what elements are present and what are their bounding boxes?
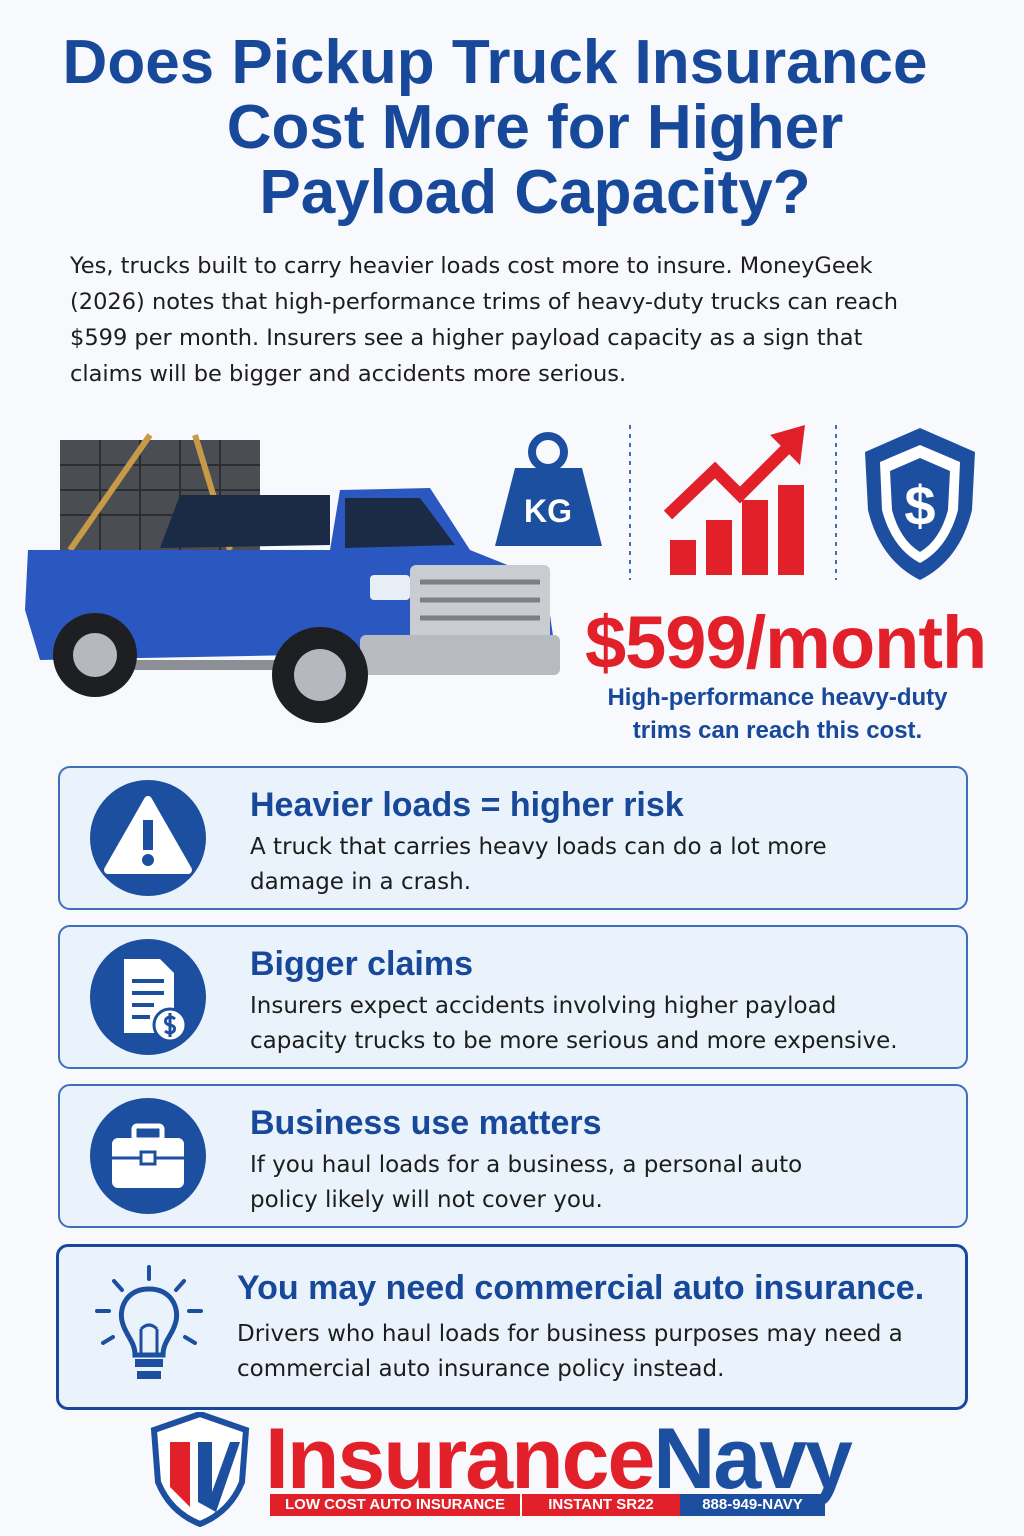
card: Bigger claims Insurers expect accidents … bbox=[58, 925, 968, 1069]
warning-icon bbox=[90, 780, 206, 896]
title-line: Does Pickup Truck Insurance bbox=[62, 28, 928, 97]
card: Business use matters If you haul loads f… bbox=[58, 1084, 968, 1228]
tagline: INSTANT SR22 bbox=[522, 1494, 680, 1516]
price-note: High-performance heavy-duty bbox=[607, 684, 948, 711]
weight-icon bbox=[495, 432, 602, 546]
title-line: Cost More for Higher bbox=[226, 93, 844, 162]
title-line: Payload Capacity? bbox=[259, 158, 811, 227]
price: $599/month bbox=[585, 601, 987, 684]
card-body: Drivers who haul loads for business purp… bbox=[237, 1321, 903, 1382]
card-body: Insurers expect accidents involving high… bbox=[250, 993, 898, 1054]
hero-graphics: KG $ bbox=[25, 425, 975, 723]
brand: InsuranceNavy bbox=[265, 1410, 853, 1509]
tagline-separator bbox=[520, 1497, 522, 1513]
card-body: A truck that carries heavy loads can do … bbox=[250, 834, 827, 895]
claims-icon bbox=[90, 939, 206, 1055]
growth-icon bbox=[663, 425, 805, 575]
tagline: LOW COST AUTO INSURANCE bbox=[270, 1494, 520, 1516]
shield-symbol: $ bbox=[904, 474, 935, 537]
card-title: Bigger claims bbox=[250, 945, 473, 983]
price-note: trims can reach this cost. bbox=[632, 717, 923, 744]
truck bbox=[25, 488, 560, 723]
bulb-icon bbox=[95, 1265, 203, 1379]
briefcase-icon bbox=[90, 1098, 206, 1214]
card-title: Heavier loads = higher risk bbox=[250, 786, 684, 824]
weight-label: KG bbox=[524, 493, 572, 529]
brand-first: Insurance bbox=[265, 1411, 655, 1507]
brand-second: Navy bbox=[653, 1411, 853, 1507]
card-body: If you haul loads for a business, a pers… bbox=[250, 1152, 803, 1213]
card-title: You may need commercial auto insurance. bbox=[237, 1269, 925, 1307]
phone: 888-949-NAVY bbox=[680, 1494, 825, 1516]
card: You may need commercial auto insurance. … bbox=[56, 1244, 968, 1410]
shield-icon bbox=[865, 428, 975, 580]
card: Heavier loads = higher risk A truck that… bbox=[58, 766, 968, 910]
card-title: Business use matters bbox=[250, 1104, 602, 1142]
logo bbox=[150, 1412, 250, 1527]
intro: Yes, trucks built to carry heavier loads… bbox=[70, 253, 899, 387]
